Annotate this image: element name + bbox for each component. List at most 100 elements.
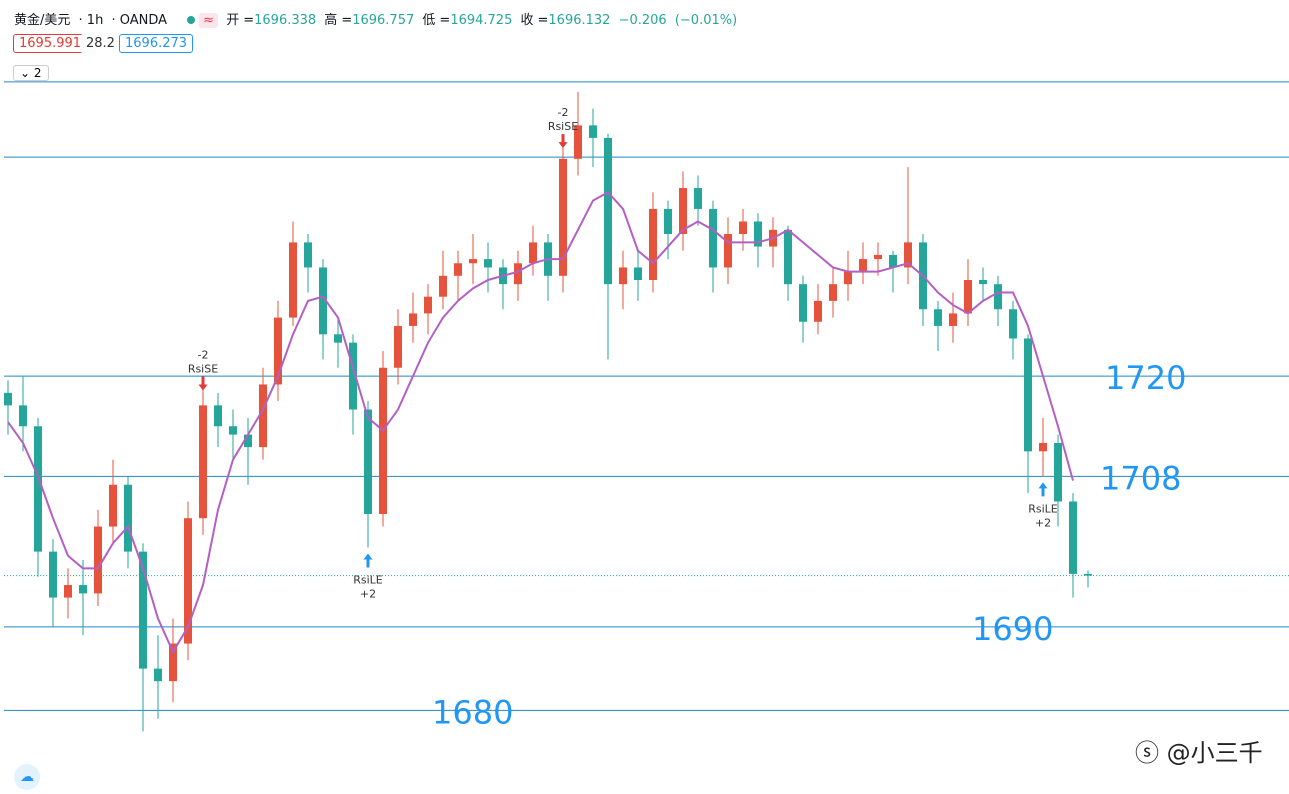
signal-name: RsiSE	[548, 120, 578, 133]
candle-body	[139, 551, 147, 669]
candle-body	[859, 259, 867, 272]
candle-body	[334, 334, 342, 343]
candle-body	[94, 526, 102, 594]
candle-body	[1024, 338, 1032, 452]
signal-qty: -2	[198, 348, 209, 361]
ask[interactable]: 1696.273	[119, 34, 194, 53]
candle-body	[589, 125, 597, 138]
signal-qty: +2	[360, 587, 376, 600]
signal: RsiLE+2	[353, 553, 383, 600]
change-pct: (−0.01%)	[674, 13, 738, 28]
candle-body	[664, 208, 672, 235]
candle-body	[439, 275, 447, 297]
watermark-text: @小三千	[1166, 739, 1263, 767]
candle-body	[169, 643, 177, 682]
symbol: 黄金/美元	[14, 13, 71, 28]
candle-body	[484, 259, 492, 268]
candle-body	[619, 267, 627, 285]
candle-body	[1069, 501, 1077, 574]
change: −0.206	[618, 13, 667, 28]
candle-body	[784, 229, 792, 285]
signal-name: RsiSE	[188, 362, 218, 375]
signal-qty: +2	[1035, 516, 1051, 529]
interval[interactable]: 1h	[86, 13, 104, 28]
candle-body	[634, 267, 642, 280]
level-label: 1690	[972, 610, 1053, 648]
low: 1694.725	[450, 13, 513, 28]
candle-body	[454, 263, 462, 276]
signal-name: RsiLE	[1028, 502, 1058, 515]
low-label: 低	[422, 13, 436, 28]
candle-body	[979, 279, 987, 285]
candle-body	[739, 221, 747, 235]
candle-body	[124, 484, 132, 552]
candle-body	[694, 188, 702, 209]
candle-body	[1054, 442, 1062, 502]
high: 1696.757	[352, 13, 415, 28]
candle-body	[79, 585, 87, 594]
candle-body	[709, 208, 717, 268]
candle-body	[949, 313, 957, 326]
candle-body	[799, 284, 807, 322]
candle-body	[649, 208, 657, 280]
candle-body	[469, 259, 477, 264]
signal-qty: -2	[558, 106, 569, 119]
candle-body	[679, 188, 687, 235]
candle-body	[529, 242, 537, 264]
candle-body	[754, 221, 762, 247]
close-label: 收	[520, 13, 534, 28]
signal-arrow	[198, 376, 208, 391]
candle-body	[184, 518, 192, 644]
candle-body	[274, 317, 282, 385]
candle-body	[724, 234, 732, 268]
candle-body	[379, 367, 387, 515]
collapse-button[interactable]: ⌄ 2	[13, 65, 49, 81]
candle-body	[34, 426, 42, 552]
candle-body	[319, 267, 327, 335]
candle-body	[829, 284, 837, 301]
candle-body	[844, 271, 852, 285]
candle-body	[559, 158, 567, 276]
signal-arrow	[558, 134, 568, 149]
candle-body	[259, 384, 267, 448]
level-label: 1708	[1100, 459, 1181, 497]
candle-body	[814, 300, 822, 322]
signal-name: RsiLE	[353, 573, 383, 586]
candle-body	[889, 254, 897, 268]
candle-body	[964, 279, 972, 314]
candle-body	[289, 242, 297, 318]
candle-body	[874, 254, 882, 260]
candle-body	[574, 125, 582, 159]
level-label: 1680	[432, 693, 513, 731]
logo[interactable]: ☁	[14, 764, 40, 790]
candle-body	[349, 342, 357, 410]
candle-body	[424, 296, 432, 314]
level-label: 1720	[1105, 359, 1186, 397]
candle-body	[109, 484, 117, 527]
close: 1696.132	[548, 13, 611, 28]
candle-body	[19, 405, 27, 427]
signal-arrow	[363, 553, 373, 568]
signal-arrow	[1038, 482, 1048, 497]
candle-body	[4, 392, 12, 406]
candle-body	[1039, 442, 1047, 452]
candle-body	[64, 585, 72, 598]
watermark-icon: ⓢ	[1135, 739, 1167, 767]
candle-body	[304, 242, 312, 268]
open-label: 开	[226, 13, 240, 28]
candle-body	[1009, 309, 1017, 339]
broker: OANDA	[119, 13, 168, 28]
candle-body	[364, 409, 372, 515]
candle-body	[604, 137, 612, 285]
candle-body	[1084, 573, 1092, 576]
candle-body	[409, 313, 417, 326]
candle-body	[994, 284, 1002, 310]
indicator-toggle[interactable]: ≈	[199, 13, 219, 28]
bid[interactable]: 1695.991	[13, 34, 88, 53]
signal: RsiLE+2	[1028, 482, 1058, 529]
candle-body	[154, 668, 162, 682]
